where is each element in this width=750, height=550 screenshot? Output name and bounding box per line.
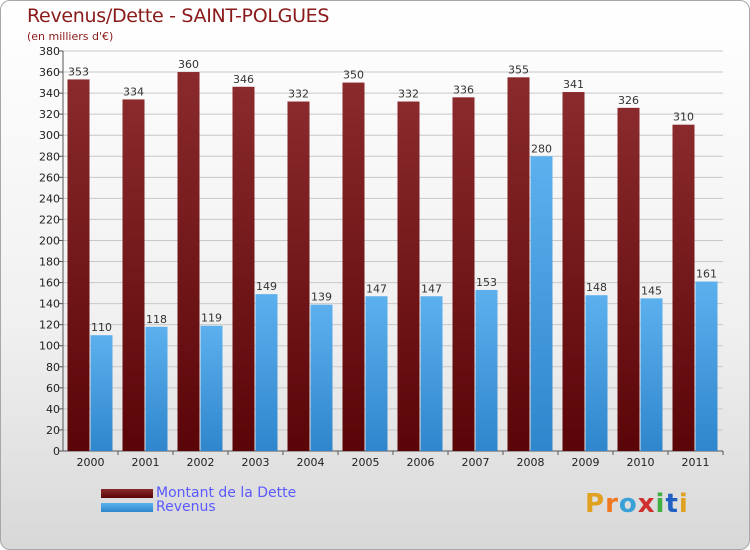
chart-subtitle: (en milliers d'€) [27, 30, 114, 43]
data-label-dette: 332 [288, 88, 309, 101]
y-tick-label: 160 [39, 277, 60, 290]
bar-revenus [475, 289, 498, 451]
bar-revenus [530, 156, 553, 451]
y-tick-label: 360 [39, 66, 60, 79]
bar-revenus [365, 296, 388, 451]
y-tick-label: 0 [53, 445, 60, 458]
x-tick-label: 2007 [462, 456, 490, 469]
y-tick-label: 320 [39, 108, 60, 121]
y-tick-label: 200 [39, 234, 60, 247]
data-label-dette: 360 [178, 58, 199, 71]
bar-revenus [90, 335, 113, 451]
y-tick-label: 40 [46, 403, 60, 416]
logo-letter: x [637, 489, 656, 519]
y-tick-label: 120 [39, 319, 60, 332]
bar-dette [67, 79, 90, 451]
x-tick-label: 2011 [682, 456, 710, 469]
y-tick-label: 280 [39, 150, 60, 163]
y-tick-label: 260 [39, 171, 60, 184]
x-tick-label: 2006 [407, 456, 435, 469]
chart-title: Revenus/Dette - SAINT-POLGUES [27, 5, 330, 27]
data-label-revenus: 119 [201, 312, 222, 325]
bar-revenus [200, 325, 223, 451]
data-label-dette: 336 [453, 83, 474, 96]
x-tick-label: 2002 [187, 456, 215, 469]
logo-letter: P [585, 489, 606, 519]
x-tick-label: 2004 [297, 456, 325, 469]
bar-revenus [640, 298, 663, 451]
bar-revenus [420, 296, 443, 451]
bar-dette [397, 101, 420, 452]
y-tick-label: 380 [39, 45, 60, 58]
logo-letter: t [665, 489, 679, 519]
logo-letter: o [618, 489, 638, 519]
y-tick-label: 220 [39, 213, 60, 226]
legend-swatch-revenus [101, 503, 153, 512]
bar-dette [287, 101, 310, 452]
data-label-revenus: 139 [311, 291, 332, 304]
logo-letter: i [655, 489, 666, 519]
data-label-dette: 350 [343, 69, 364, 82]
y-tick-label: 140 [39, 298, 60, 311]
data-label-revenus: 149 [256, 280, 277, 293]
bar-dette [452, 97, 475, 451]
logo-letter: i [678, 489, 689, 519]
bar-revenus [310, 304, 333, 451]
bar-dette [617, 107, 640, 451]
data-label-revenus: 147 [366, 282, 387, 295]
legend-swatch-dette [101, 489, 153, 498]
data-label-revenus: 280 [531, 142, 552, 155]
data-label-revenus: 148 [586, 281, 607, 294]
legend-label-dette: Montant de la Dette [156, 485, 297, 501]
y-tick-label: 340 [39, 87, 60, 100]
data-label-dette: 326 [618, 94, 639, 107]
data-label-dette: 310 [673, 111, 694, 124]
y-tick-label: 80 [46, 361, 60, 374]
proxiti-logo: Proxiti [585, 489, 689, 519]
x-tick-label: 2001 [132, 456, 160, 469]
data-label-dette: 341 [563, 78, 584, 91]
data-label-revenus: 110 [91, 321, 112, 334]
x-tick-label: 2008 [517, 456, 545, 469]
y-tick-label: 20 [46, 424, 60, 437]
bar-revenus [145, 326, 168, 451]
bar-dette [342, 82, 365, 451]
legend-label-revenus: Revenus [156, 499, 216, 515]
bar-revenus [585, 295, 608, 451]
y-tick-label: 300 [39, 129, 60, 142]
bar-dette [232, 86, 255, 451]
x-tick-label: 2009 [572, 456, 600, 469]
logo-letter: r [605, 489, 619, 519]
data-label-revenus: 147 [421, 282, 442, 295]
bar-revenus [695, 281, 718, 451]
x-tick-label: 2000 [77, 456, 105, 469]
y-tick-label: 60 [46, 382, 60, 395]
bar-dette [562, 92, 585, 451]
data-label-revenus: 153 [476, 276, 497, 289]
y-tick-label: 240 [39, 192, 60, 205]
data-label-dette: 332 [398, 88, 419, 101]
x-tick-label: 2010 [627, 456, 655, 469]
data-label-revenus: 161 [696, 268, 717, 281]
data-label-revenus: 145 [641, 284, 662, 297]
data-label-revenus: 118 [146, 313, 167, 326]
bar-dette [672, 124, 695, 452]
data-label-dette: 334 [123, 85, 144, 98]
y-tick-label: 180 [39, 256, 60, 269]
bar-dette [122, 99, 145, 451]
x-tick-label: 2005 [352, 456, 380, 469]
data-label-dette: 346 [233, 73, 254, 86]
bar-dette [507, 77, 530, 451]
data-label-dette: 353 [68, 65, 89, 78]
x-tick-label: 2003 [242, 456, 270, 469]
y-tick-label: 100 [39, 340, 60, 353]
bar-dette [177, 72, 200, 451]
bar-revenus [255, 294, 278, 451]
data-label-dette: 355 [508, 63, 529, 76]
